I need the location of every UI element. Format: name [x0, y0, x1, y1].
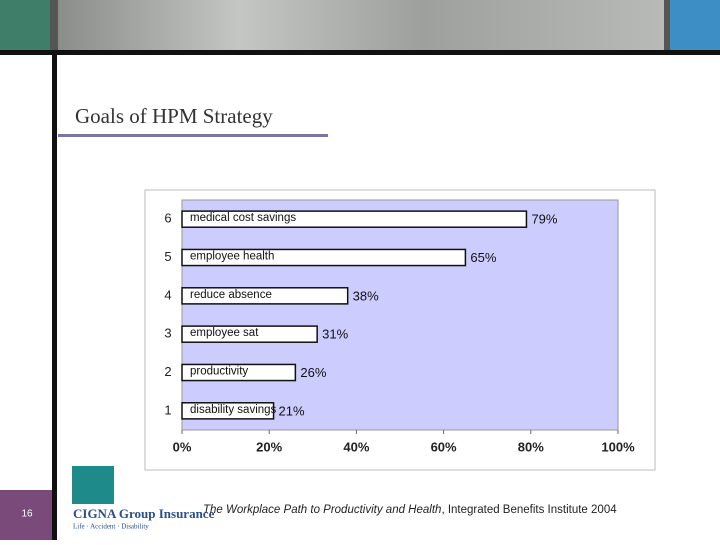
page-number: 16	[21, 509, 33, 520]
value-label: 21%	[279, 403, 305, 418]
value-label: 65%	[470, 250, 496, 265]
source-title: The Workplace Path to Productivity and H…	[203, 504, 441, 516]
value-label: 31%	[322, 327, 348, 342]
title-underline	[58, 134, 328, 137]
divider-strip	[664, 0, 670, 50]
bar-label: medical cost savings	[190, 212, 296, 224]
bar-label: productivity	[190, 366, 248, 378]
source-rest: , Integrated Benefits Institute 2004	[441, 504, 617, 516]
x-tick-label: 60%	[431, 439, 457, 454]
bar	[181, 287, 349, 305]
page-number-block	[0, 490, 52, 540]
corner-block	[0, 0, 50, 50]
x-tick-label: 0%	[173, 439, 192, 454]
y-tick-label: 2	[164, 364, 171, 379]
slide-title: Goals of HPM Strategy	[75, 104, 273, 128]
y-tick-label: 6	[164, 211, 171, 226]
divider-strip	[50, 0, 58, 50]
corner-block	[670, 0, 720, 50]
footer-source: The Workplace Path to Productivity and H…	[203, 504, 617, 516]
logo-icon	[72, 466, 114, 504]
header-image	[58, 0, 664, 50]
bar-label: reduce absence	[190, 289, 272, 301]
y-tick-label: 3	[164, 326, 171, 341]
logo-tagline: Life · Accident · Disability	[73, 523, 149, 531]
bar	[181, 248, 467, 267]
x-tick-label: 20%	[256, 439, 282, 454]
value-label: 79%	[531, 212, 557, 227]
bar-label: employee sat	[190, 327, 259, 339]
y-tick-label: 1	[164, 402, 171, 417]
value-label: 38%	[353, 288, 379, 303]
x-tick-label: 40%	[343, 439, 369, 454]
bar-label: disability savings	[190, 404, 277, 416]
bar-label: employee health	[190, 251, 274, 263]
rule	[0, 50, 720, 55]
bar	[181, 402, 275, 420]
x-tick-label: 100%	[601, 439, 635, 454]
value-label: 26%	[300, 365, 326, 380]
bar	[181, 325, 318, 343]
rule	[52, 50, 57, 540]
bar	[181, 363, 297, 382]
logo-name: CIGNA Group Insurance	[73, 506, 215, 521]
y-tick-label: 4	[164, 287, 171, 302]
bar	[181, 210, 528, 228]
x-tick-label: 80%	[518, 439, 544, 454]
plot-area	[181, 199, 619, 431]
y-tick-label: 5	[164, 249, 171, 264]
